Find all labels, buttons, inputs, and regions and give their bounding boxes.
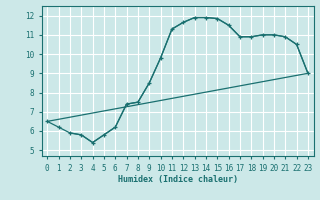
X-axis label: Humidex (Indice chaleur): Humidex (Indice chaleur): [118, 175, 237, 184]
